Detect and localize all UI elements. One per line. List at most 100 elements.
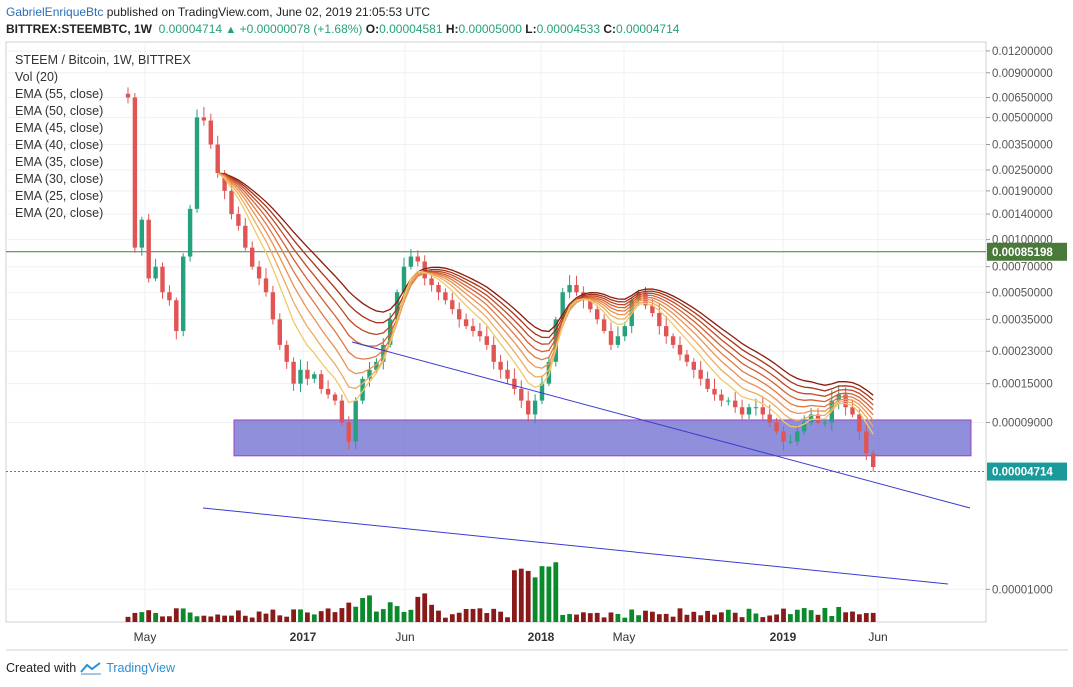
volume-bar bbox=[587, 613, 593, 622]
candle-body bbox=[864, 431, 869, 454]
candle-body bbox=[822, 422, 828, 424]
volume-bar bbox=[449, 614, 455, 622]
candle-body bbox=[677, 344, 683, 355]
chart-title: STEEM / Bitcoin, 1W, BITTREX bbox=[15, 53, 191, 67]
volume-bar bbox=[594, 612, 600, 622]
volume-bar bbox=[719, 612, 724, 622]
volume-bar bbox=[774, 614, 779, 622]
volume-bar bbox=[532, 577, 538, 622]
author-link[interactable]: GabrielEnriqueBtc bbox=[6, 5, 104, 19]
candle-body bbox=[657, 313, 662, 327]
volume-bar bbox=[332, 612, 338, 622]
legend-item[interactable]: Vol (20) bbox=[15, 70, 59, 84]
quote-line: BITTREX:STEEMBTC, 1W 0.00004714 ▲ +0.000… bbox=[6, 22, 679, 36]
candle-body bbox=[263, 278, 269, 293]
candle-body bbox=[808, 414, 814, 423]
legend-item[interactable]: EMA (45, close) bbox=[15, 121, 104, 135]
candle-body bbox=[457, 309, 462, 320]
volume-bar bbox=[567, 614, 572, 622]
candle-body bbox=[367, 369, 372, 379]
candle-body bbox=[512, 378, 517, 389]
candle-body bbox=[201, 117, 207, 121]
volume-bar bbox=[215, 614, 221, 622]
candle-body bbox=[595, 309, 600, 320]
y-tick-label: 0.00001000 bbox=[992, 584, 1053, 596]
candle-body bbox=[153, 266, 158, 279]
x-tick-label: 2018 bbox=[528, 630, 555, 644]
volume-bar bbox=[857, 614, 862, 622]
candle-body bbox=[774, 422, 779, 432]
volume-bar bbox=[132, 612, 138, 622]
volume-bar bbox=[443, 617, 448, 622]
volume-bar bbox=[222, 615, 227, 622]
candle-body bbox=[622, 326, 627, 337]
volume-bar bbox=[325, 608, 331, 622]
y-tick-label: 0.00650000 bbox=[992, 92, 1053, 104]
y-tick-label: 0.00350000 bbox=[992, 139, 1053, 151]
volume-bar bbox=[677, 608, 683, 622]
volume-bar bbox=[629, 609, 635, 622]
y-tick-label: 0.00035000 bbox=[992, 314, 1053, 326]
candle-body bbox=[712, 388, 717, 395]
y-tick-label: 0.00015000 bbox=[992, 379, 1053, 391]
close-value: 0.00004714 bbox=[616, 22, 680, 36]
volume-bar bbox=[836, 606, 842, 622]
volume-bar bbox=[794, 609, 800, 622]
candle-body bbox=[726, 400, 731, 402]
candle-body bbox=[222, 173, 227, 191]
y-tick-label: 0.00009000 bbox=[992, 417, 1053, 429]
volume-bar bbox=[650, 611, 655, 622]
legend-item[interactable]: EMA (35, close) bbox=[15, 155, 104, 169]
candle-body bbox=[760, 407, 765, 415]
tradingview-link[interactable]: TradingView bbox=[106, 661, 175, 675]
y-tick-label: 0.01200000 bbox=[992, 46, 1053, 58]
candle-body bbox=[463, 319, 469, 327]
legend-item[interactable]: EMA (55, close) bbox=[15, 87, 104, 101]
volume-bar bbox=[173, 608, 179, 622]
candle-body bbox=[360, 378, 365, 401]
candle-body bbox=[415, 256, 420, 262]
lower-trendline bbox=[202, 507, 949, 585]
volume-bar bbox=[608, 612, 614, 622]
candle-body bbox=[450, 300, 455, 310]
y-tick-label: 0.00190000 bbox=[992, 186, 1053, 198]
candle-body bbox=[422, 261, 427, 279]
volume-bar bbox=[291, 609, 296, 622]
candle-body bbox=[505, 369, 510, 379]
high-label: H: bbox=[445, 22, 459, 36]
low-label: L: bbox=[525, 22, 537, 36]
volume-bar bbox=[256, 611, 262, 622]
volume-bar bbox=[525, 570, 531, 622]
volume-bar bbox=[249, 617, 255, 622]
y-tick-label: 0.00140000 bbox=[992, 209, 1053, 221]
legend-item[interactable]: EMA (20, close) bbox=[15, 206, 104, 220]
volume-bar bbox=[422, 593, 428, 622]
ema-line bbox=[217, 172, 874, 421]
volume-bar bbox=[829, 615, 835, 622]
legend-item[interactable]: EMA (30, close) bbox=[15, 172, 104, 186]
legend-item[interactable]: EMA (50, close) bbox=[15, 104, 104, 118]
volume-bar bbox=[477, 608, 483, 622]
y-tick-label: 0.00050000 bbox=[992, 287, 1053, 299]
ema-line bbox=[217, 172, 874, 416]
volume-bar bbox=[318, 611, 324, 622]
volume-bar bbox=[484, 613, 490, 622]
legend-item[interactable]: EMA (25, close) bbox=[15, 189, 104, 203]
chart-legend: STEEM / Bitcoin, 1W, BITTREX Vol (20) EM… bbox=[15, 52, 191, 222]
candle-body bbox=[491, 344, 496, 362]
volume-bar bbox=[208, 616, 214, 622]
volume-bar bbox=[822, 607, 828, 622]
legend-item[interactable]: EMA (40, close) bbox=[15, 138, 104, 152]
candle-body bbox=[243, 225, 248, 248]
candle-body bbox=[353, 400, 358, 442]
volume-bar bbox=[139, 612, 145, 622]
up-arrow-icon: ▲ bbox=[225, 24, 237, 36]
volume-bar bbox=[705, 610, 710, 622]
candle-body bbox=[484, 336, 489, 345]
candle-body bbox=[746, 407, 752, 415]
publish-info: published on TradingView.com, June 02, 2… bbox=[106, 5, 431, 19]
candle-body bbox=[719, 394, 724, 401]
volume-bar bbox=[732, 612, 738, 622]
candle-body bbox=[284, 344, 289, 362]
